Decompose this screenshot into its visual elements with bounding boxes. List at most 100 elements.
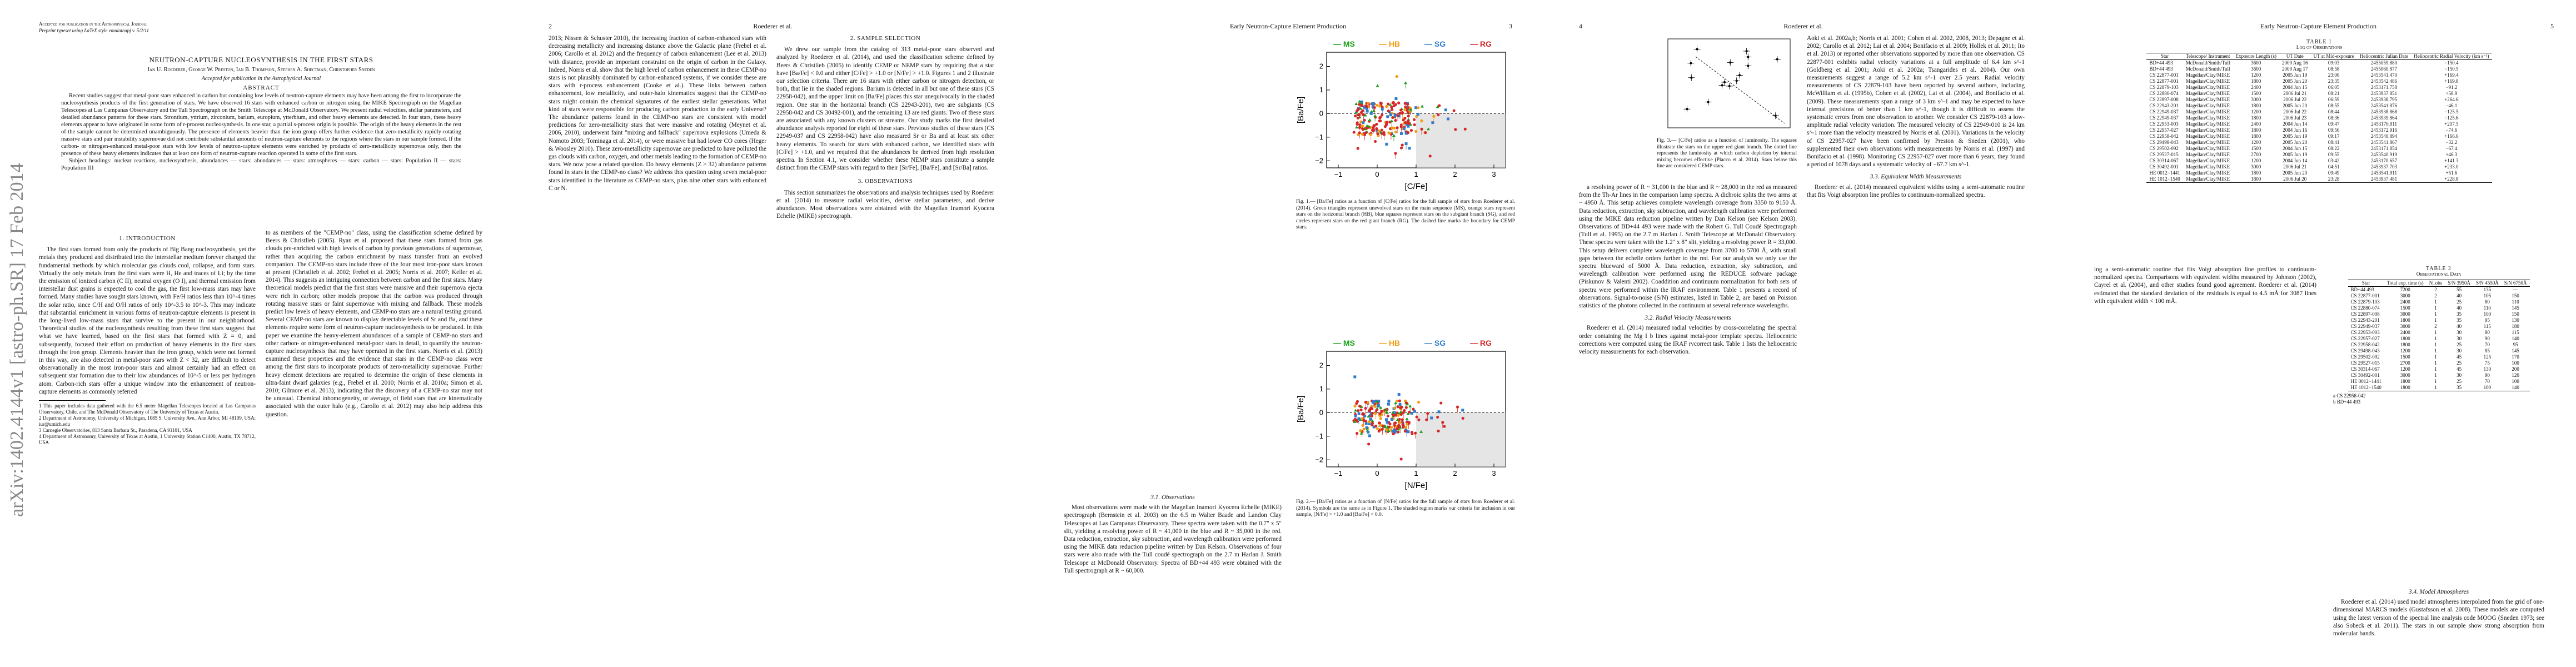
- obs-log-cell: CS 22880-074: [2149, 91, 2179, 96]
- obs-data-cell: 125: [2483, 354, 2492, 360]
- point-rg: [1390, 106, 1393, 109]
- point-rg: [1401, 418, 1404, 421]
- y-axis-label: [Ba/Fe]: [1296, 396, 1306, 422]
- star-point: [1723, 81, 1726, 83]
- point-rg: [1372, 128, 1376, 132]
- point-rg: [1355, 419, 1358, 422]
- footnote-2: 2 Department of Astronomy, University of…: [39, 415, 256, 427]
- abstract-text: Recent studies suggest that metal-poor s…: [61, 93, 461, 157]
- page-2: 2 Roederer et al. 2013; Nissen & Schuste…: [515, 0, 1030, 667]
- obs-data-cell: CS 22880-074: [2350, 305, 2380, 311]
- star-point: [1774, 115, 1777, 117]
- obs-log-cell: Magellan/Clay/MIKE: [2186, 91, 2230, 96]
- obs-data-cell: 105: [2483, 293, 2492, 298]
- intro-paragraph-right: to as members of the "CEMP-no" class, us…: [266, 230, 482, 418]
- obs-log-cell: HE 0012−1441: [2149, 170, 2180, 176]
- obs-log-cell: −91.2: [2445, 84, 2458, 90]
- star-point: [1707, 101, 1710, 103]
- obs-log-cell: 04:51: [2328, 164, 2340, 170]
- obs-log-cell: 2004 Jun 15: [2283, 84, 2308, 90]
- point-ms: [1359, 405, 1363, 408]
- obs-log-cell: 1800: [2251, 170, 2261, 176]
- plot-frame: [1667, 38, 1791, 128]
- obs-data-row: CS 30492-001 3000 1 30 90 120: [2348, 372, 2530, 379]
- obs-data-cell: 2400: [2400, 299, 2410, 305]
- point-ms: [1405, 417, 1409, 420]
- obs-log-row: CS 22949-037 Magellan/Clay/MIKE 1800 2006 J…: [2146, 115, 2492, 121]
- obs-data-cell: 1: [2434, 311, 2437, 317]
- point-rg: [1438, 104, 1441, 107]
- point-rg: [1387, 109, 1390, 113]
- obs-data-cell: 115: [2512, 330, 2519, 335]
- obs-log-cell: +141.3: [2444, 158, 2459, 163]
- point-ms: [1409, 123, 1413, 126]
- point-rg: [1454, 128, 1457, 131]
- point-sg: [1387, 402, 1390, 406]
- obs-data-cell: 95: [2513, 342, 2518, 347]
- point-sg: [1398, 402, 1402, 406]
- table-2-block: TABLE 2 Observational Data Star Total exp…: [2333, 266, 2544, 405]
- page-5: Early Neutron-Capture Element Production…: [2061, 0, 2576, 667]
- obs-log-cell: 08:44: [2328, 109, 2340, 115]
- obs-data-row: HE 0012−1441 1800 1 25 70 100: [2348, 379, 2530, 385]
- y-tick-label: −2: [1315, 156, 1323, 165]
- obs-log-cell: 2006 Jul 21: [2283, 164, 2307, 170]
- obs-data-col-header: S/N 4550Å: [2473, 280, 2502, 287]
- obs-data-cell: HE 0012−1441: [2350, 379, 2381, 384]
- obs-log-cell: 2453540.919: [2370, 152, 2398, 157]
- legend-ms: — MS: [1333, 39, 1355, 48]
- obs-data-cell: 1800: [2400, 317, 2410, 323]
- obs-log-cell: Magellan/Clay/MIKE: [2186, 109, 2230, 115]
- point-sg: [1375, 128, 1378, 132]
- y-tick-label: 0: [1319, 408, 1323, 416]
- observation-log-table: Star Telescope/ Instrument Exposure Length…: [2146, 53, 2492, 183]
- obs-log-cell: −125.5: [2444, 109, 2459, 115]
- obs-data-cell: 2: [2434, 287, 2437, 292]
- legend-sg: — SG: [1424, 339, 1446, 347]
- obs-data-row: HE 1012−1540 1800 1 35 100 140: [2348, 385, 2530, 391]
- obs-log-cell: 2005 Jun 19: [2283, 152, 2308, 157]
- observations-heading: 3. OBSERVATIONS: [858, 178, 913, 185]
- point-rg: [1394, 421, 1397, 425]
- obs-log-cell: 2453938.868: [2370, 109, 2398, 115]
- obs-data-row: CS 22943-201 1800 1 35 95 130: [2348, 317, 2530, 323]
- point-sg: [1372, 425, 1376, 429]
- point-hb: [1395, 74, 1398, 78]
- point-ms: [1404, 81, 1408, 84]
- legend-rg: — RG: [1470, 39, 1492, 48]
- obs-log-cell: 2009 Aug 16: [2281, 60, 2308, 66]
- legend-hb: — HB: [1379, 339, 1400, 347]
- point-ms: [1371, 419, 1374, 422]
- point-rg: [1463, 127, 1467, 131]
- obs-log-row: CS 22880-074 Magellan/Clay/MIKE 1500 2006 J…: [2146, 91, 2492, 97]
- obs-log-cell: Magellan/Clay/MIKE: [2186, 170, 2230, 176]
- obs-log-cell: 1800: [2251, 115, 2261, 121]
- point-ms: [1355, 126, 1359, 129]
- point-sg: [1364, 422, 1368, 425]
- point-ms: [1383, 424, 1387, 427]
- obs-data-cell: 35: [2445, 385, 2473, 391]
- point-sg: [1357, 417, 1361, 420]
- point-rg: [1355, 402, 1358, 405]
- point-rg: [1396, 405, 1399, 409]
- point-sg: [1369, 417, 1372, 421]
- point-sg: [1353, 375, 1357, 379]
- point-sg: [1393, 431, 1397, 434]
- point-ms: [1359, 431, 1363, 435]
- obs-log-cell: CS 29502-092: [2149, 146, 2179, 151]
- point-rg: [1394, 152, 1397, 155]
- obs-log-cell: 2453937.481: [2356, 176, 2411, 183]
- x-tick-label: −1: [1334, 170, 1343, 178]
- obs-log-cell: 06:05: [2328, 84, 2340, 90]
- obs-log-cell: Magellan/Clay/MIKE: [2186, 115, 2230, 121]
- obs-log-col-header: Exposure Length (s): [2233, 53, 2279, 60]
- obs-data-row: CS 22953-003 2400 1 30 80 115: [2348, 330, 2530, 336]
- obs-log-cell: 2453171.758: [2370, 84, 2398, 90]
- obs-data-cell: 30: [2457, 336, 2462, 341]
- obs-log-cell: CS 30314-067: [2149, 158, 2179, 163]
- point-rg: [1436, 415, 1439, 419]
- selection-region: [1416, 412, 1506, 467]
- p4-right-text: Aoki et al. 2002a,b; Norris et al. 2001;…: [1807, 35, 2025, 168]
- figure-1-ba-vs-c: — MS — HB — SG — RG −1 0 1 2 3 −2 −1 0 1 2 [C/Fe] [B…: [1296, 39, 1506, 191]
- obs-data-col-header: N_obs: [2426, 280, 2445, 287]
